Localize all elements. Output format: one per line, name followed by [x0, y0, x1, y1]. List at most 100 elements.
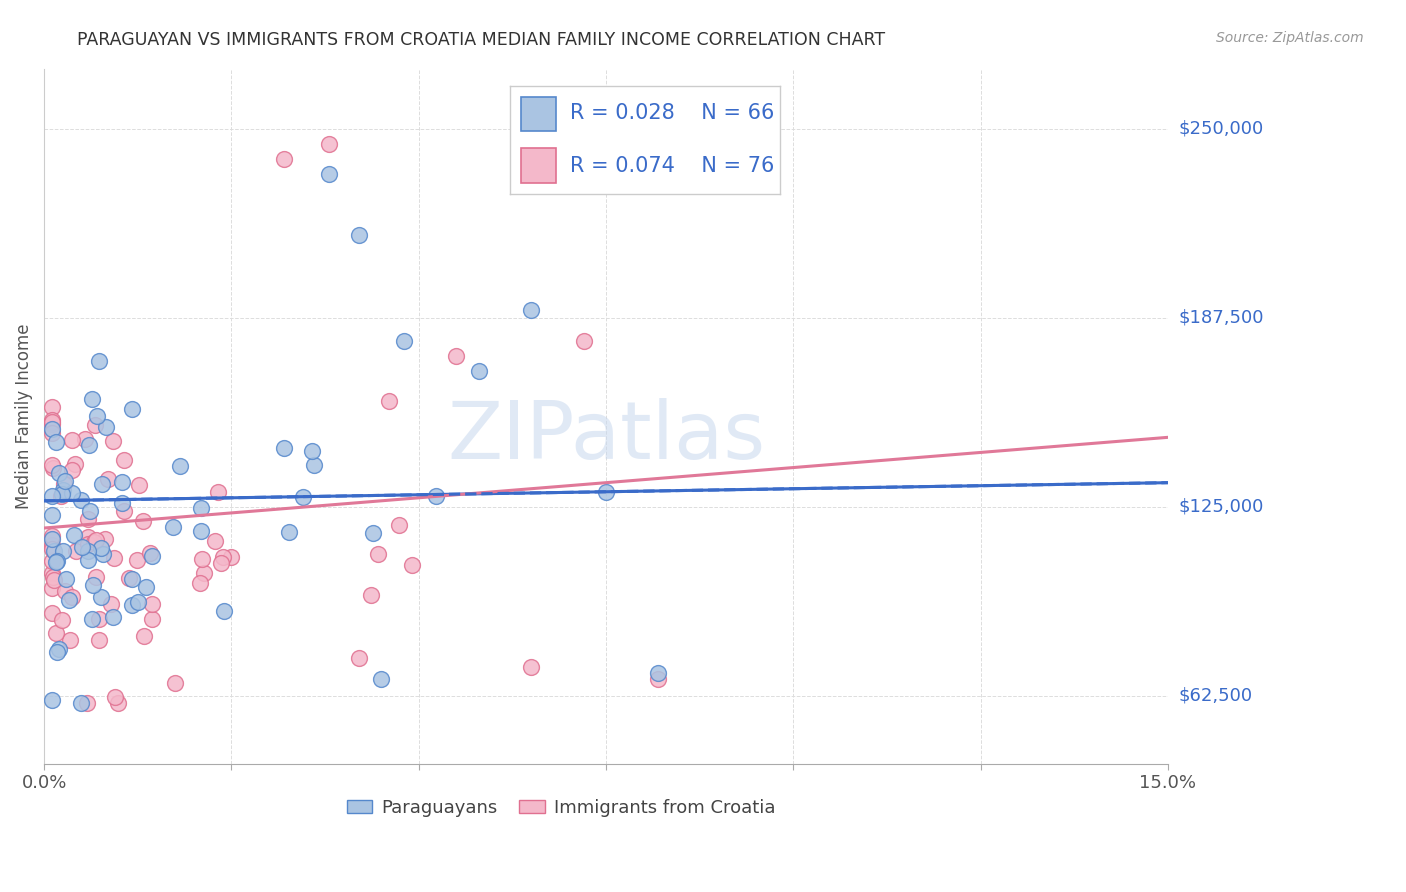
Point — [112, 453, 135, 467]
Point — [370, 672, 392, 686]
Point — [392, 334, 415, 348]
Text: ZIPatlas: ZIPatlas — [447, 398, 765, 476]
Point — [42, 570, 65, 584]
Point — [41, 538, 63, 552]
Point — [45, 645, 67, 659]
Point — [121, 401, 143, 416]
Point — [367, 547, 389, 561]
Point — [41, 417, 63, 431]
Point — [82, 578, 104, 592]
Point — [132, 514, 155, 528]
Point — [127, 595, 149, 609]
Point — [53, 474, 76, 488]
Point — [60, 590, 83, 604]
Point — [52, 483, 75, 497]
Point — [41, 415, 63, 429]
Point — [572, 334, 595, 348]
Point — [89, 633, 111, 648]
Point — [94, 420, 117, 434]
Point — [221, 550, 243, 565]
Point — [121, 598, 143, 612]
Point — [49, 490, 72, 504]
Point — [84, 570, 107, 584]
Point — [360, 588, 382, 602]
Point — [44, 573, 66, 587]
Point — [188, 576, 211, 591]
Point — [41, 508, 63, 522]
Point — [209, 556, 232, 570]
Point — [141, 549, 163, 563]
Point — [53, 476, 76, 491]
Point — [76, 697, 98, 711]
Point — [60, 486, 83, 500]
Text: $250,000: $250,000 — [1180, 120, 1264, 138]
Point — [91, 477, 114, 491]
Point — [41, 421, 63, 435]
Point — [41, 461, 63, 475]
Point — [70, 697, 93, 711]
Point — [204, 534, 226, 549]
Point — [45, 555, 67, 569]
Point — [45, 434, 67, 449]
Point — [273, 442, 295, 456]
Point — [347, 651, 370, 665]
Point — [42, 544, 65, 558]
Point — [41, 553, 63, 567]
Point — [111, 475, 134, 490]
Point — [347, 227, 370, 242]
Point — [425, 489, 447, 503]
Point — [41, 532, 63, 546]
Point — [90, 541, 112, 556]
Point — [273, 152, 295, 166]
Point — [77, 537, 100, 551]
Point — [207, 485, 229, 500]
Point — [83, 535, 105, 549]
Point — [212, 549, 235, 564]
Point — [41, 412, 63, 426]
Point — [595, 484, 617, 499]
Point — [77, 530, 100, 544]
Text: Source: ZipAtlas.com: Source: ZipAtlas.com — [1216, 31, 1364, 45]
Point — [103, 551, 125, 566]
Point — [65, 543, 87, 558]
Point — [388, 517, 411, 532]
Point — [86, 409, 108, 424]
Point — [647, 672, 669, 686]
Point — [41, 529, 63, 543]
Point — [65, 457, 87, 471]
Point — [101, 610, 124, 624]
Point — [62, 528, 84, 542]
Point — [107, 697, 129, 711]
Point — [77, 512, 100, 526]
Point — [41, 581, 63, 595]
Legend: Paraguayans, Immigrants from Croatia: Paraguayans, Immigrants from Croatia — [340, 792, 782, 824]
Point — [87, 354, 110, 368]
Point — [165, 676, 187, 690]
Point — [79, 504, 101, 518]
Point — [139, 546, 162, 560]
Point — [169, 458, 191, 473]
Point — [48, 467, 70, 481]
Point — [41, 400, 63, 414]
Point — [45, 625, 67, 640]
Point — [41, 607, 63, 621]
Point — [51, 487, 73, 501]
Point — [84, 417, 107, 432]
Point — [72, 540, 94, 554]
Point — [51, 613, 73, 627]
Point — [190, 500, 212, 515]
Point — [318, 137, 340, 152]
Point — [112, 504, 135, 518]
Point — [647, 666, 669, 681]
Point — [55, 572, 77, 586]
Point — [77, 438, 100, 452]
Point — [41, 426, 63, 441]
Point — [93, 532, 115, 546]
Point — [141, 597, 163, 611]
Point — [121, 572, 143, 586]
Text: $125,000: $125,000 — [1180, 498, 1264, 516]
Point — [90, 590, 112, 604]
Point — [377, 394, 399, 409]
Point — [191, 551, 214, 566]
Point — [80, 392, 103, 406]
